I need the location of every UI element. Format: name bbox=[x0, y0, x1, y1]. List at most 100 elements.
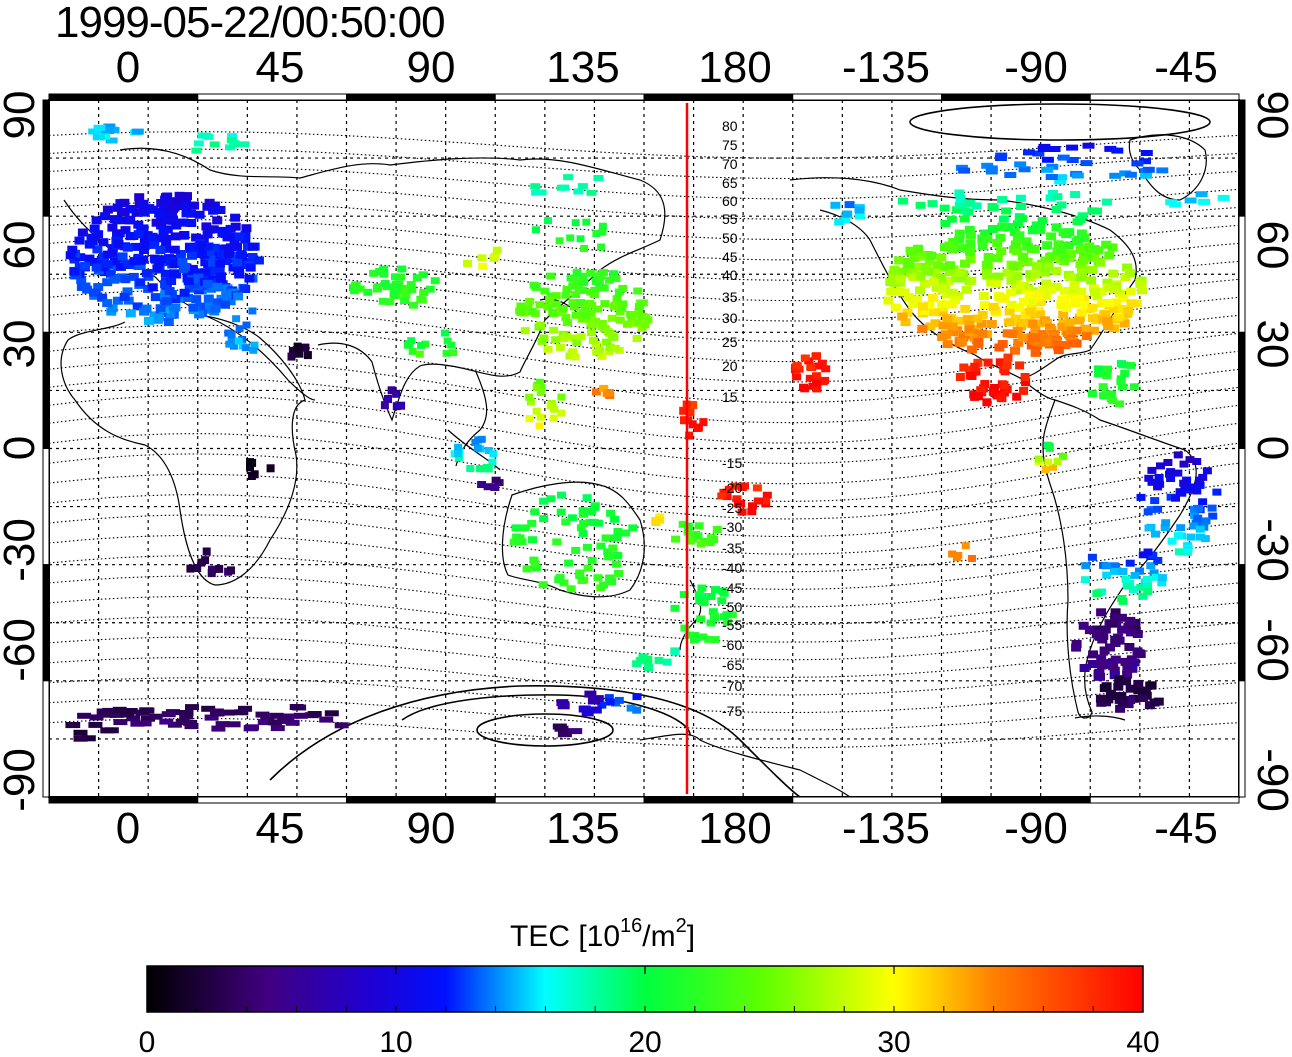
tec-cell bbox=[613, 552, 623, 560]
tec-cell bbox=[981, 261, 992, 269]
tec-cell bbox=[1098, 383, 1108, 391]
tec-cell bbox=[1115, 704, 1126, 713]
tec-cell bbox=[621, 529, 631, 537]
tec-cell bbox=[1109, 285, 1120, 294]
tec-cell bbox=[76, 276, 87, 284]
lat-tick-label-left: 90 bbox=[0, 91, 44, 140]
tec-cell bbox=[212, 298, 223, 307]
tec-cell bbox=[966, 276, 977, 285]
tec-cell bbox=[1018, 166, 1031, 173]
tec-cell bbox=[1034, 455, 1043, 463]
lon-tick-label-top: -45 bbox=[1154, 43, 1218, 92]
colorbar-gradient bbox=[146, 965, 1144, 1013]
tec-cell bbox=[130, 242, 141, 251]
tec-cell bbox=[1155, 480, 1165, 488]
tec-cell bbox=[270, 725, 285, 732]
tec-cell bbox=[1077, 233, 1088, 242]
contour-label: 25 bbox=[722, 334, 738, 350]
tec-cell bbox=[579, 510, 588, 518]
tec-cell bbox=[277, 716, 292, 723]
tec-cell bbox=[389, 285, 399, 293]
tec-cell bbox=[983, 358, 993, 367]
tec-cell bbox=[840, 216, 851, 224]
tec-cell bbox=[148, 205, 159, 214]
tec-cell bbox=[536, 189, 547, 196]
tec-cell bbox=[1096, 287, 1107, 296]
tec-cell bbox=[1115, 289, 1125, 298]
tec-cell bbox=[957, 337, 967, 346]
tec-cell bbox=[1192, 458, 1202, 465]
tec-cell bbox=[752, 484, 762, 492]
tec-cell bbox=[1087, 266, 1098, 274]
tec-cell bbox=[102, 260, 113, 269]
tec-cell bbox=[883, 296, 894, 305]
tec-cell bbox=[202, 279, 213, 288]
tec-cell bbox=[509, 538, 519, 546]
tec-cell bbox=[412, 274, 422, 282]
tec-cell bbox=[1020, 373, 1030, 381]
tec-cell bbox=[1091, 630, 1102, 639]
tec-cell bbox=[613, 528, 623, 535]
tec-cell bbox=[227, 566, 235, 575]
tec-cell bbox=[1122, 582, 1132, 590]
tec-cell bbox=[1207, 504, 1217, 512]
tec-cell bbox=[183, 294, 193, 302]
tec-cell bbox=[611, 560, 621, 568]
tec-cell bbox=[834, 218, 845, 226]
tec-cell bbox=[1095, 694, 1106, 703]
tec-cell bbox=[719, 589, 729, 597]
tec-cell bbox=[607, 314, 617, 322]
tec-cell bbox=[232, 315, 241, 323]
tec-cell bbox=[89, 224, 100, 233]
tec-cell bbox=[1143, 508, 1153, 516]
tec-cell bbox=[999, 381, 1009, 389]
tec-cell bbox=[1030, 333, 1041, 342]
tec-cell bbox=[1116, 360, 1126, 368]
frame-bar-top bbox=[643, 93, 794, 101]
tec-cell bbox=[98, 238, 109, 247]
tec-cell bbox=[1117, 305, 1128, 313]
tec-cell bbox=[599, 581, 609, 589]
tec-cell bbox=[1071, 643, 1082, 652]
tec-cell bbox=[926, 251, 937, 260]
contour-line bbox=[49, 656, 1239, 696]
tec-cell bbox=[586, 320, 596, 328]
tec-cell bbox=[1051, 223, 1062, 232]
contour-label: -30 bbox=[722, 519, 742, 535]
tec-cell bbox=[540, 287, 550, 295]
tec-cell bbox=[578, 272, 588, 280]
tec-cell bbox=[236, 250, 247, 259]
tec-cell bbox=[1076, 287, 1087, 296]
contour-line bbox=[49, 236, 1239, 281]
tec-cell bbox=[587, 507, 597, 515]
tec-cell bbox=[1040, 291, 1050, 300]
tec-cell bbox=[1173, 532, 1183, 540]
lon-tick-label-top: 0 bbox=[116, 43, 140, 92]
tec-cell bbox=[1103, 695, 1114, 704]
tec-cell bbox=[582, 543, 592, 551]
tec-cell bbox=[946, 300, 957, 309]
tec-cell bbox=[478, 262, 488, 270]
tec-cell bbox=[945, 261, 956, 270]
tec-cell bbox=[662, 658, 672, 666]
tec-cell bbox=[812, 352, 821, 360]
tec-cell bbox=[140, 241, 151, 250]
tec-cell bbox=[694, 522, 704, 530]
tec-cell bbox=[520, 327, 530, 335]
tec-cell bbox=[543, 345, 553, 353]
tec-cell bbox=[1124, 269, 1135, 277]
tec-cell bbox=[982, 398, 992, 407]
tec-cell bbox=[1113, 313, 1124, 322]
tec-cell bbox=[1010, 346, 1020, 355]
tec-cell bbox=[250, 341, 259, 349]
tec-cell bbox=[155, 234, 166, 243]
tec-cell bbox=[1165, 199, 1178, 206]
tec-cell bbox=[1030, 326, 1041, 335]
tec-cell bbox=[994, 343, 1005, 352]
contour-label: 65 bbox=[722, 175, 738, 191]
tec-cell bbox=[1135, 567, 1144, 575]
tec-cell bbox=[1021, 237, 1032, 246]
tec-cell bbox=[103, 123, 116, 130]
tec-cell bbox=[490, 252, 500, 260]
tec-cell bbox=[723, 619, 733, 627]
